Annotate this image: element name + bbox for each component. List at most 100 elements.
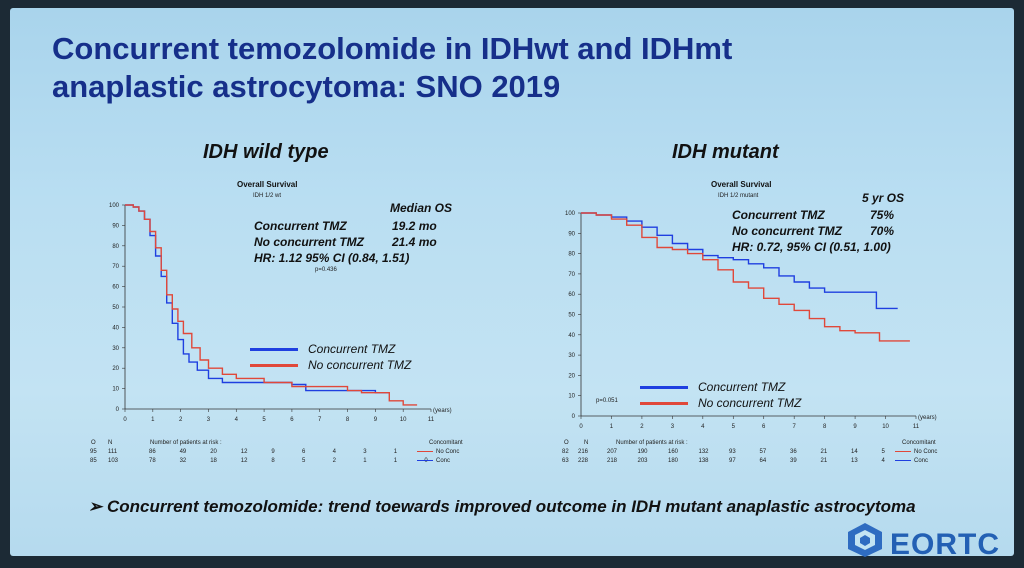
right-x-axis-label: (years) xyxy=(918,415,937,421)
right-x-tick-label: 7 xyxy=(793,424,797,430)
left-legend-concurrent: Concurrent TMZ xyxy=(250,342,395,356)
left-x-axis-label: (years) xyxy=(433,408,452,414)
left-y-tick-label: 90 xyxy=(112,223,119,229)
left-risk-n: 103 xyxy=(108,458,119,464)
left-risk-row-label: Conc xyxy=(417,458,450,464)
right-stat1-label: Concurrent TMZ xyxy=(732,208,825,222)
left-risk-count: 49 xyxy=(179,449,187,455)
left-y-tick-label: 80 xyxy=(112,244,119,250)
left-risk-count: 1 xyxy=(393,449,398,455)
right-risk-count: 160 xyxy=(668,449,679,455)
right-x-tick-label: 2 xyxy=(640,424,644,430)
left-risk-col-n: N xyxy=(108,440,113,446)
left-y-tick-label: 20 xyxy=(112,366,119,372)
right-risk-table: O N Number of patients at risk : Concomi… xyxy=(556,440,956,474)
right-x-tick-label: 10 xyxy=(882,424,889,430)
right-heading: IDH mutant xyxy=(672,141,779,163)
left-risk-count: 1 xyxy=(363,458,367,464)
left-risk-count: 12 xyxy=(240,458,248,464)
left-risk-row-label: No Conc xyxy=(417,449,459,455)
right-stat2-value: 70% xyxy=(870,224,895,238)
left-x-tick-label: 1 xyxy=(151,417,155,423)
right-stat2-label: No concurrent TMZ xyxy=(732,224,842,238)
right-risk-count: 4 xyxy=(881,458,885,464)
slide-title-line-1: Concurrent temozolomide in IDHwt and IDH… xyxy=(52,31,733,66)
left-risk-concomitant: Concomitant xyxy=(429,440,463,446)
right-risk-count: 190 xyxy=(637,449,648,455)
right-risk-count: 57 xyxy=(759,449,767,455)
left-x-tick-label: 10 xyxy=(400,417,407,423)
left-risk-o: 85 xyxy=(90,458,97,464)
slide: Concurrent temozolomide in IDHwt and IDH… xyxy=(10,8,1014,561)
left-risk-count: 3 xyxy=(363,449,367,455)
left-y-tick-label: 40 xyxy=(112,325,119,331)
legend-swatch-blue xyxy=(250,348,298,352)
slide-title-line-2: anaplastic astrocytoma: SNO 2019 xyxy=(52,69,561,104)
left-legend: Concurrent TMZ No concurrent TMZ xyxy=(250,338,450,378)
left-plot-title: Overall Survival xyxy=(237,180,298,189)
risk-swatch xyxy=(895,459,911,461)
left-x-tick-label: 7 xyxy=(318,417,322,423)
right-concurrent-line xyxy=(581,212,898,310)
right-risk-count: 93 xyxy=(729,449,736,455)
right-y-tick-label: 30 xyxy=(568,353,575,359)
legend-swatch-blue xyxy=(640,386,688,390)
right-y-tick-label: 20 xyxy=(568,373,575,379)
left-risk-count: 32 xyxy=(179,458,187,464)
left-survival-chart: Overall Survival IDH 1/2 wt Median OS Co… xyxy=(90,178,480,478)
left-x-tick-label: 11 xyxy=(428,417,435,423)
right-risk-count: 14 xyxy=(851,449,858,455)
legend-swatch-red xyxy=(640,402,688,406)
left-x-tick-label: 9 xyxy=(374,417,378,423)
left-stats: Median OS Concurrent TMZ 19.2 mo No conc… xyxy=(250,196,470,266)
left-risk-count: 78 xyxy=(149,458,156,464)
left-risk-count: 86 xyxy=(149,449,156,455)
legend-swatch-red xyxy=(250,364,298,368)
left-risk-count: 6 xyxy=(302,449,306,455)
right-plot-subtitle: IDH 1/2 mutant xyxy=(718,193,759,199)
left-risk-count: 18 xyxy=(210,458,217,464)
right-plot-title: Overall Survival xyxy=(711,180,772,189)
left-risk-count: 8 xyxy=(271,458,275,464)
right-y-tick-label: 70 xyxy=(568,272,575,278)
right-no-concurrent-line xyxy=(581,212,910,342)
eortc-logo-text: EORTC xyxy=(890,528,1000,561)
right-stats-header: 5 yr OS xyxy=(862,191,905,205)
right-risk-count: 64 xyxy=(759,458,767,464)
right-risk-concomitant: Concomitant xyxy=(902,440,936,446)
right-x-tick-label: 5 xyxy=(732,424,736,430)
right-x-tick-label: 8 xyxy=(823,424,827,430)
right-x-tick-label: 1 xyxy=(610,424,614,430)
left-y-tick-label: 100 xyxy=(109,203,120,209)
left-x-tick-label: 0 xyxy=(123,417,127,423)
left-risk-count: 20 xyxy=(210,449,217,455)
left-risk-title: Number of patients at risk : xyxy=(150,440,222,446)
right-risk-count: 138 xyxy=(698,458,709,464)
left-y-tick-label: 10 xyxy=(112,387,119,393)
left-x-tick-label: 3 xyxy=(207,417,211,423)
left-no-concurrent-line xyxy=(125,204,418,406)
risk-swatch xyxy=(895,450,911,452)
left-risk-table: O N Number of patients at risk : Concomi… xyxy=(90,440,480,474)
eortc-logo-icon xyxy=(848,523,882,557)
right-y-tick-label: 60 xyxy=(568,292,575,298)
right-risk-count: 132 xyxy=(698,449,709,455)
bullet-text: Concurrent temozolomide: trend toewards … xyxy=(106,497,916,516)
right-y-tick-label: 80 xyxy=(568,252,575,258)
left-hr: HR: 1.12 95% CI (0.84, 1.51) xyxy=(254,251,410,265)
right-risk-count: 5 xyxy=(881,449,885,455)
right-risk-row-label: No Conc xyxy=(895,449,937,455)
left-concurrent-line xyxy=(125,204,390,394)
left-stat1-value: 19.2 mo xyxy=(392,219,437,233)
right-risk-count: 180 xyxy=(668,458,679,464)
bullet-marker-icon: ➢ xyxy=(88,497,103,516)
right-risk-count: 36 xyxy=(790,449,797,455)
left-y-tick-label: 30 xyxy=(112,346,119,352)
left-risk-count: 5 xyxy=(302,458,306,464)
right-pvalue: p=0.051 xyxy=(596,398,618,404)
right-risk-col-o: O xyxy=(564,440,569,446)
right-legend: Concurrent TMZ No concurrent TMZ xyxy=(640,376,860,416)
left-x-tick-label: 5 xyxy=(262,417,266,423)
left-legend-no-concurrent: No concurrent TMZ xyxy=(250,358,411,372)
right-hr: HR: 0.72, 95% CI (0.51, 1.00) xyxy=(732,240,891,254)
